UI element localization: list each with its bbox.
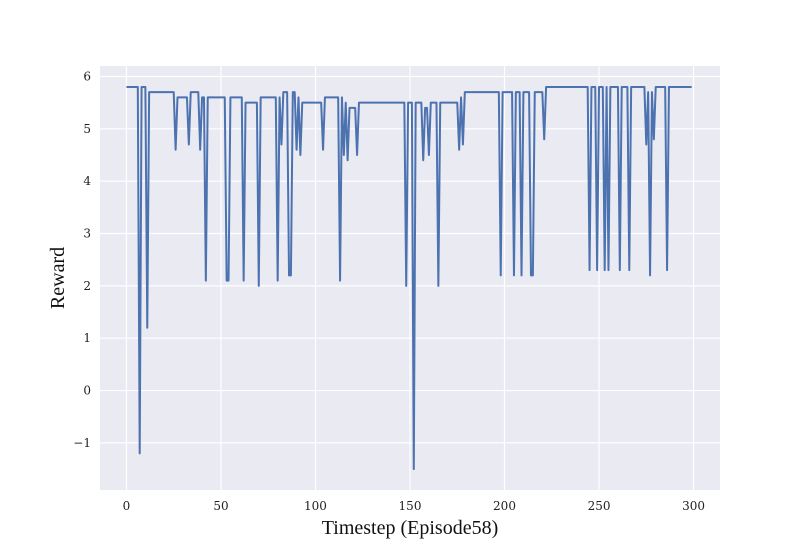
y-tick-label: 0 <box>83 384 91 398</box>
x-tick-label: 150 <box>399 499 422 513</box>
y-tick-label: 2 <box>83 279 91 293</box>
y-tick-label: 3 <box>83 227 91 241</box>
x-tick-label: 300 <box>682 499 705 513</box>
series-layer <box>126 85 692 471</box>
x-tick-label: 250 <box>588 499 611 513</box>
x-tick-labels: 0 50 100 150 200 250 300 <box>123 499 705 513</box>
y-tick-label: 4 <box>83 174 91 188</box>
x-axis-label: Timestep (Episode58) <box>322 517 498 539</box>
y-tick-label: 5 <box>83 122 91 136</box>
x-tick-label: 0 <box>123 499 131 513</box>
y-tick-labels: −1 0 1 2 3 4 5 6 <box>73 69 91 449</box>
x-tick-label: 200 <box>493 499 516 513</box>
y-tick-label: 6 <box>83 69 91 83</box>
y-tick-label: 1 <box>83 331 91 345</box>
x-tick-label: 100 <box>304 499 327 513</box>
y-axis-label: Reward <box>47 247 69 309</box>
y-tick-label: −1 <box>73 436 91 450</box>
series-line <box>126 85 692 471</box>
x-tick-label: 50 <box>213 499 228 513</box>
